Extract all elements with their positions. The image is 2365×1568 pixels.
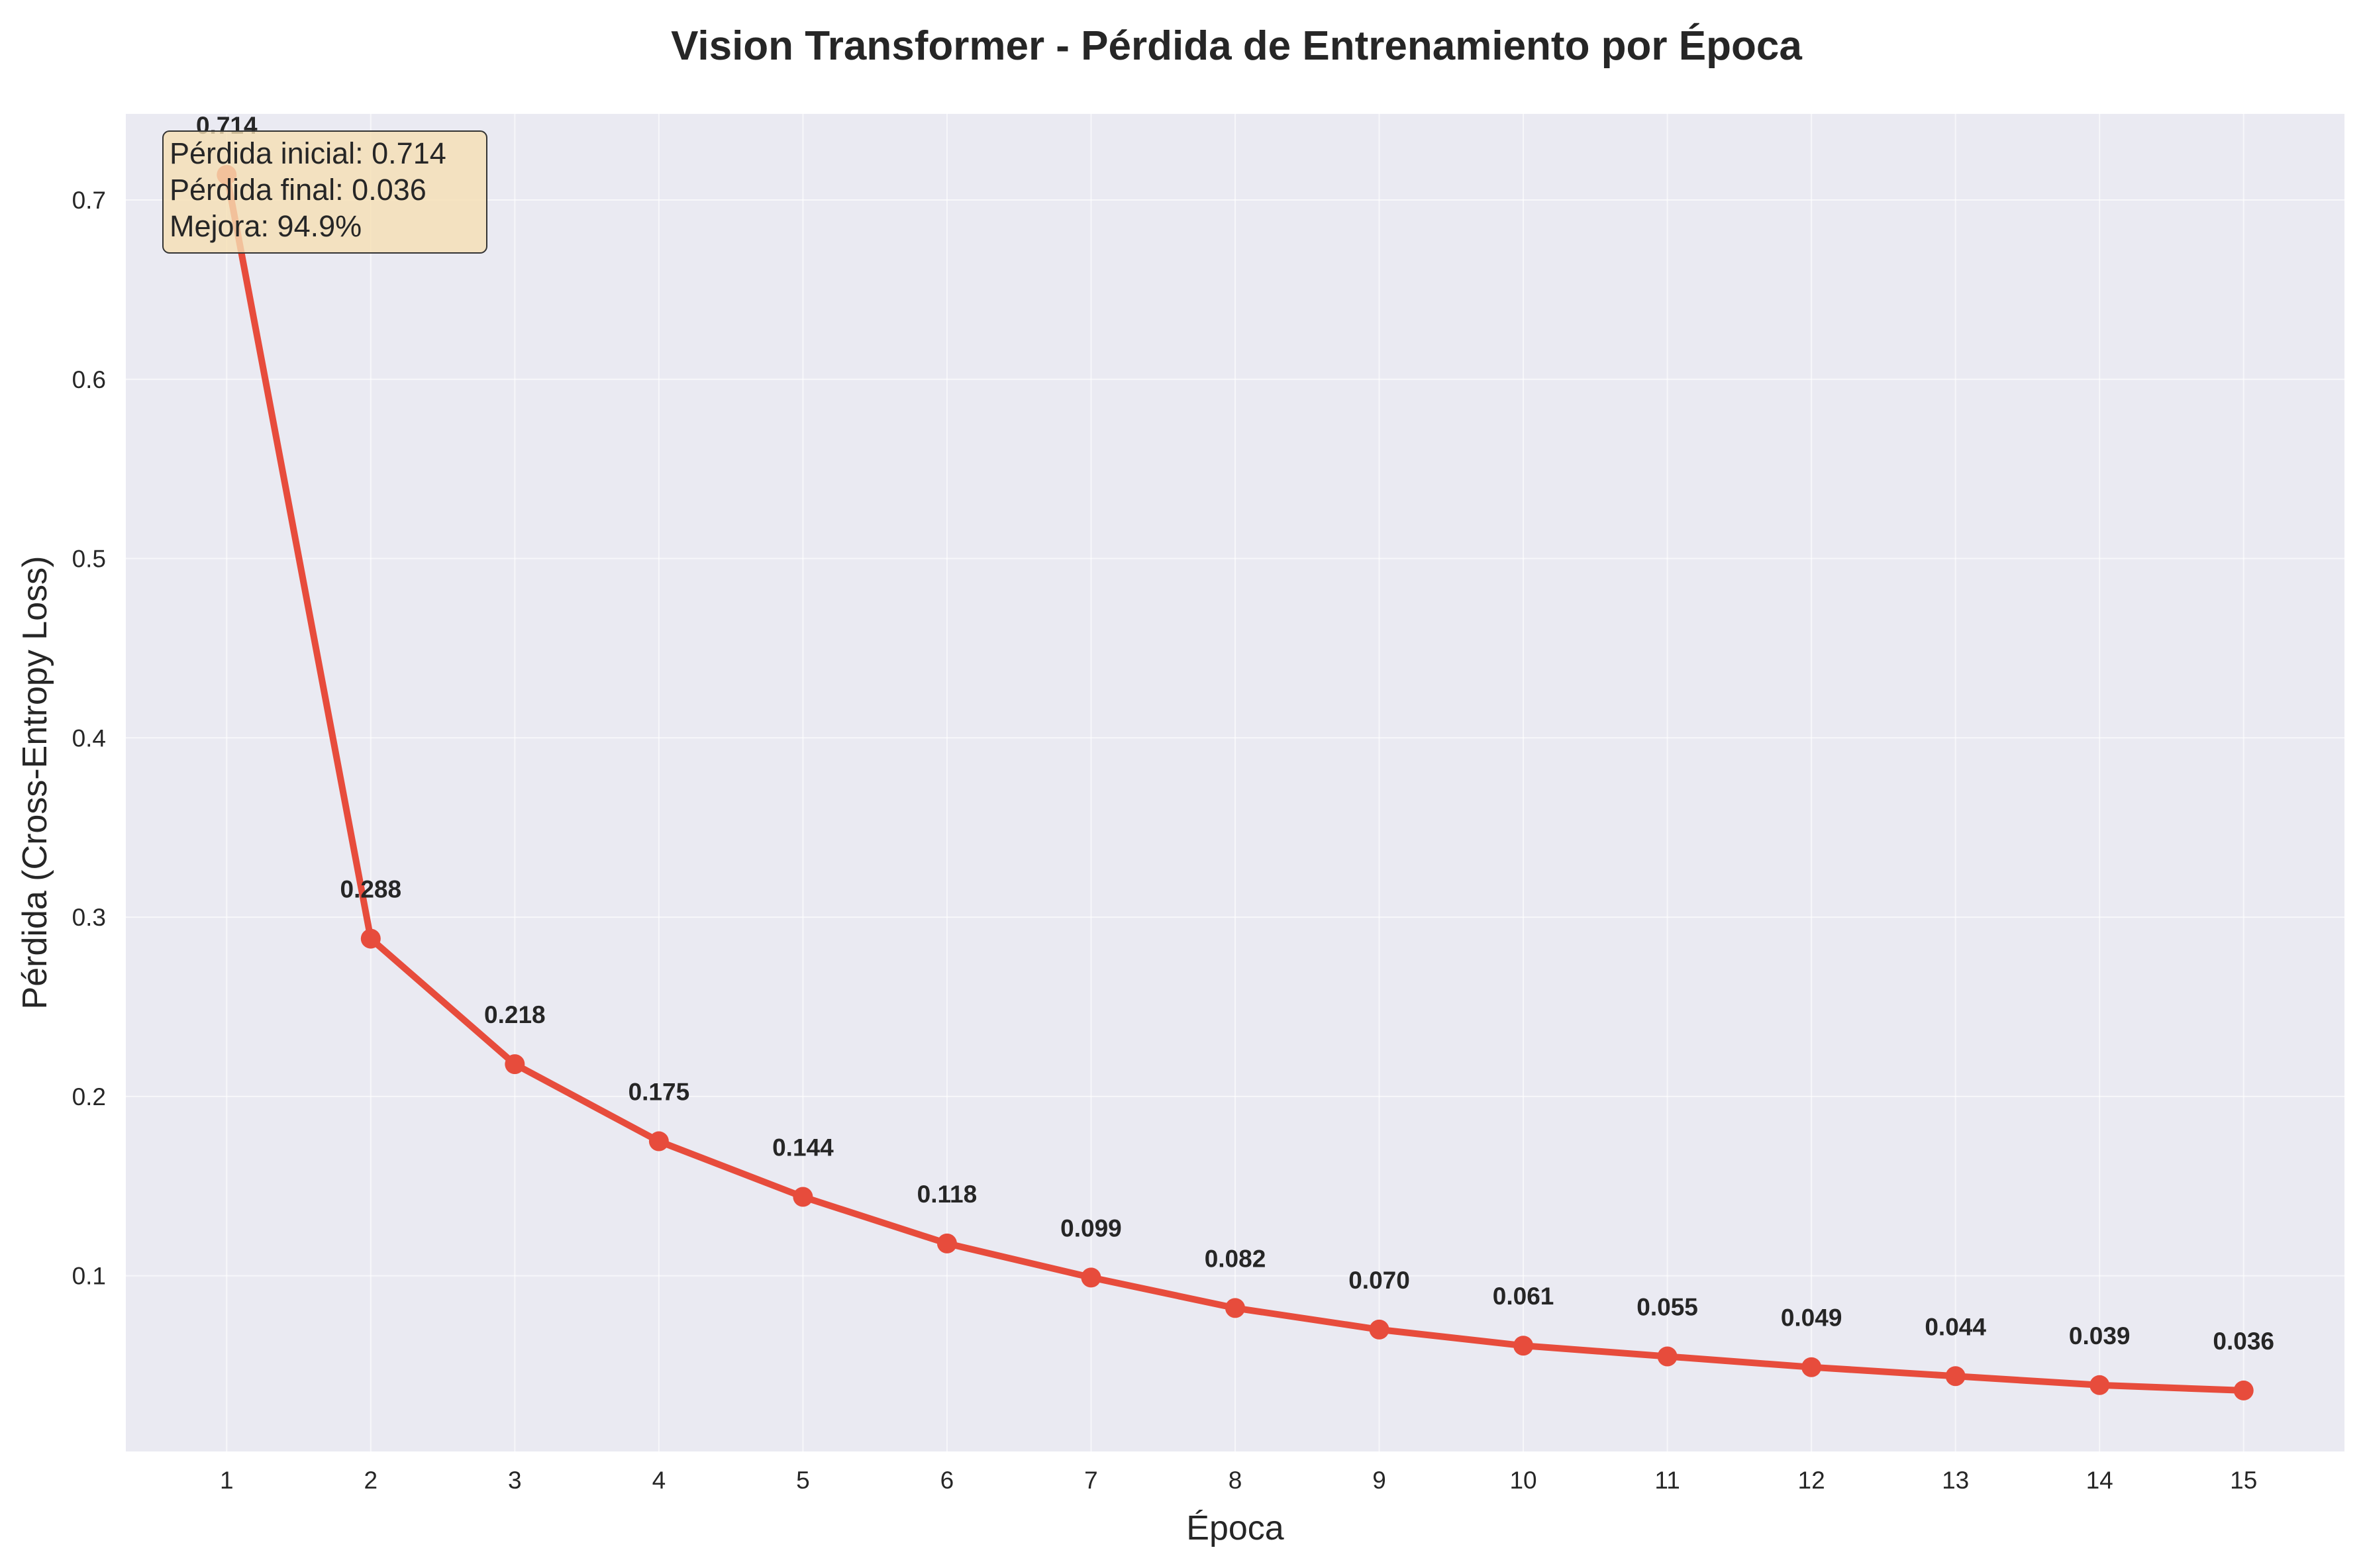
x-tick-label: 2 xyxy=(364,1467,378,1494)
data-label: 0.049 xyxy=(1781,1304,1842,1332)
y-tick-label: 0.2 xyxy=(72,1083,106,1110)
y-tick-label: 0.4 xyxy=(72,724,106,752)
data-label: 0.055 xyxy=(1636,1293,1698,1320)
data-point xyxy=(936,1233,957,1253)
info-final-loss: Pérdida final: 0.036 xyxy=(170,173,427,207)
x-tick-label: 11 xyxy=(1654,1467,1680,1494)
data-point xyxy=(2089,1375,2110,1395)
data-point xyxy=(1945,1366,1966,1387)
x-tick-label: 14 xyxy=(2086,1467,2113,1494)
y-tick-label: 0.6 xyxy=(72,366,106,393)
x-tick-label: 7 xyxy=(1084,1467,1098,1494)
info-box: Pérdida inicial: 0.714 Pérdida final: 0.… xyxy=(162,130,487,254)
data-label: 0.061 xyxy=(1493,1283,1554,1310)
data-label: 0.175 xyxy=(629,1079,690,1106)
x-tick-label: 9 xyxy=(1372,1467,1386,1494)
x-tick-label: 1 xyxy=(220,1467,234,1494)
data-point xyxy=(793,1187,813,1207)
chart-title: Vision Transformer - Pérdida de Entrenam… xyxy=(671,23,1802,69)
data-markers xyxy=(217,165,2254,1400)
data-labels: 0.7140.2880.2180.1750.1440.1180.0990.082… xyxy=(196,112,2274,1355)
data-point xyxy=(1657,1346,1678,1367)
y-tick-label: 0.3 xyxy=(72,904,106,931)
y-axis-ticks: 0.1 0.2 0.3 0.4 0.5 0.6 0.7 xyxy=(72,187,106,1290)
x-tick-label: 5 xyxy=(796,1467,810,1494)
x-tick-label: 12 xyxy=(1798,1467,1825,1494)
info-improvement: Mejora: 94.9% xyxy=(170,209,362,243)
data-label: 0.099 xyxy=(1060,1214,1122,1242)
x-tick-label: 6 xyxy=(940,1467,954,1494)
data-point xyxy=(2233,1380,2254,1400)
data-point xyxy=(1225,1298,1245,1318)
y-tick-label: 0.5 xyxy=(72,546,106,573)
data-point xyxy=(648,1131,669,1152)
x-axis-label: Época xyxy=(1186,1509,1284,1547)
grid-lines xyxy=(126,114,2344,1451)
x-tick-label: 8 xyxy=(1229,1467,1242,1494)
data-label: 0.288 xyxy=(340,876,402,903)
data-label: 0.044 xyxy=(1925,1313,1986,1340)
x-tick-label: 3 xyxy=(508,1467,522,1494)
data-label: 0.082 xyxy=(1205,1245,1266,1272)
info-initial-loss: Pérdida inicial: 0.714 xyxy=(170,136,446,170)
x-tick-label: 13 xyxy=(1942,1467,1969,1494)
y-tick-label: 0.7 xyxy=(72,187,106,214)
y-axis-label: Pérdida (Cross-Entropy Loss) xyxy=(16,556,54,1010)
data-point xyxy=(1513,1336,1534,1356)
data-label: 0.039 xyxy=(2069,1322,2131,1349)
data-label: 0.218 xyxy=(484,1001,546,1028)
y-tick-label: 0.1 xyxy=(72,1263,106,1290)
data-point xyxy=(360,928,381,949)
data-label: 0.070 xyxy=(1348,1267,1410,1294)
data-point xyxy=(505,1054,525,1075)
data-label: 0.118 xyxy=(917,1181,978,1208)
data-point xyxy=(1801,1357,1822,1377)
info-box-background xyxy=(162,130,487,254)
data-point xyxy=(1081,1267,1101,1288)
data-point xyxy=(1369,1319,1389,1340)
x-tick-label: 4 xyxy=(652,1467,666,1494)
x-axis-ticks: 1 2 3 4 5 6 7 8 9 10 11 12 13 14 15 xyxy=(220,1467,2257,1494)
x-tick-label: 15 xyxy=(2230,1467,2257,1494)
x-tick-label: 10 xyxy=(1509,1467,1536,1494)
data-label: 0.036 xyxy=(2213,1328,2274,1355)
data-label: 0.144 xyxy=(772,1134,834,1161)
